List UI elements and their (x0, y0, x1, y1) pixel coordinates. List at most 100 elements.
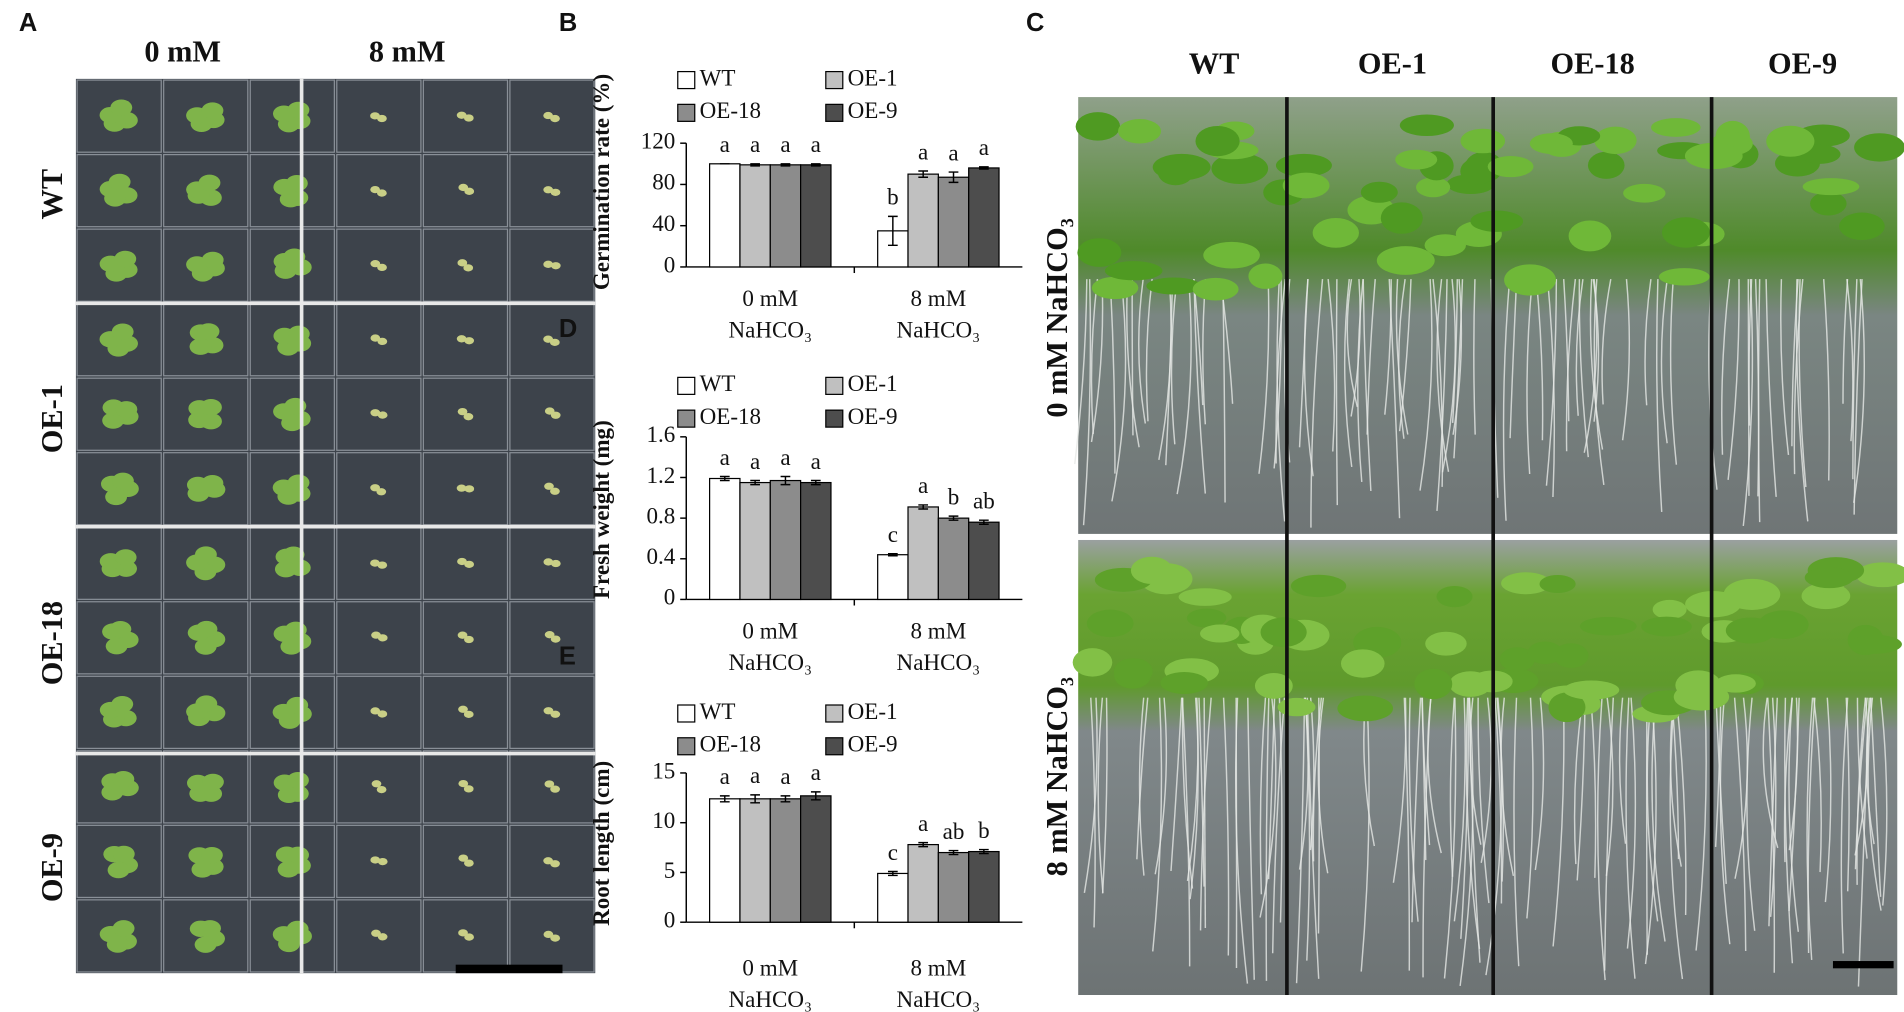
root (1502, 279, 1511, 521)
y-tick-label: 1.2 (647, 462, 676, 488)
root (1335, 279, 1339, 506)
seedling (188, 411, 211, 429)
root (1535, 279, 1544, 441)
significance-label: a (750, 762, 760, 788)
root (1265, 697, 1270, 981)
row-label: OE-9 (35, 833, 69, 902)
leaf (1499, 647, 1535, 672)
root (1852, 279, 1858, 480)
seedling (111, 472, 134, 490)
grid-cell (336, 675, 422, 749)
y-tick-label: 120 (641, 127, 676, 153)
root (1259, 697, 1267, 895)
bar (877, 554, 909, 601)
bar (907, 843, 939, 923)
root (1170, 279, 1178, 445)
root (1176, 279, 1192, 495)
grid-cell (249, 228, 335, 302)
seedling (543, 260, 554, 268)
seedling (464, 933, 474, 941)
error-bar (918, 841, 929, 848)
leaf (1804, 567, 1854, 589)
grid-cell (422, 154, 509, 228)
seedling (543, 186, 554, 194)
root (1357, 279, 1364, 482)
root (1317, 697, 1320, 934)
error-bar (978, 848, 989, 855)
seedling (463, 710, 474, 718)
leaf (1854, 133, 1904, 162)
error-bar (750, 794, 760, 804)
grid-cell (422, 377, 509, 451)
significance-label: b (887, 184, 899, 210)
root (1392, 697, 1407, 883)
panel-label: C (1026, 9, 1044, 37)
significance-label: a (979, 134, 989, 160)
seedling (464, 337, 475, 345)
significance-label: a (918, 472, 928, 498)
root (1411, 697, 1422, 923)
leaf (1260, 617, 1307, 647)
root (1546, 279, 1556, 498)
root (1346, 278, 1359, 408)
seedling (458, 929, 468, 937)
x-tick-label-box: 0 mM NaHCO₃ (728, 619, 812, 676)
grid-cell (422, 601, 509, 675)
leaf (1839, 212, 1885, 240)
root (1436, 279, 1448, 511)
root (1645, 697, 1648, 955)
seedling (463, 785, 474, 793)
leaf (1414, 668, 1453, 700)
root (1589, 279, 1604, 450)
legend-label: OE-18 (700, 731, 761, 757)
y-tick-label: 10 (652, 807, 675, 833)
leaf (1340, 649, 1385, 678)
root (1432, 279, 1444, 487)
seedling (550, 710, 561, 718)
root (1618, 697, 1627, 844)
root (1880, 697, 1888, 906)
root (1762, 697, 1779, 849)
root (1465, 697, 1481, 950)
error-bar (780, 163, 791, 167)
seedling (370, 484, 380, 492)
root (1170, 697, 1183, 872)
seedling (550, 635, 561, 643)
root (1590, 697, 1597, 878)
seedling (114, 250, 137, 268)
seedling (543, 857, 553, 865)
root (1601, 278, 1612, 405)
leaf (1091, 276, 1139, 300)
seedling (287, 846, 309, 864)
bar (739, 164, 771, 268)
seedling (543, 930, 554, 939)
seedling (543, 335, 553, 343)
root (1449, 697, 1456, 877)
grid-cell (76, 154, 162, 228)
root (1459, 697, 1474, 987)
seedling (282, 546, 305, 563)
legend-label: WT (700, 64, 736, 90)
seedling (370, 856, 381, 864)
seedling (200, 399, 222, 416)
root (1509, 279, 1518, 439)
root (1721, 279, 1731, 455)
root (1384, 279, 1392, 415)
seedling (377, 263, 387, 272)
legend-label: OE-1 (848, 64, 898, 90)
root (1138, 697, 1145, 876)
leaf (1248, 263, 1283, 289)
leaf (1337, 695, 1394, 722)
seedling (544, 780, 555, 788)
leaf (1160, 672, 1208, 694)
grid-cell (422, 824, 509, 899)
grid-cell (249, 377, 335, 451)
leaf (1587, 151, 1625, 179)
seedling (457, 631, 468, 639)
root (1131, 279, 1134, 436)
root (1644, 278, 1652, 406)
seedling (107, 861, 130, 879)
seedling (111, 323, 134, 340)
seedling (377, 189, 387, 197)
